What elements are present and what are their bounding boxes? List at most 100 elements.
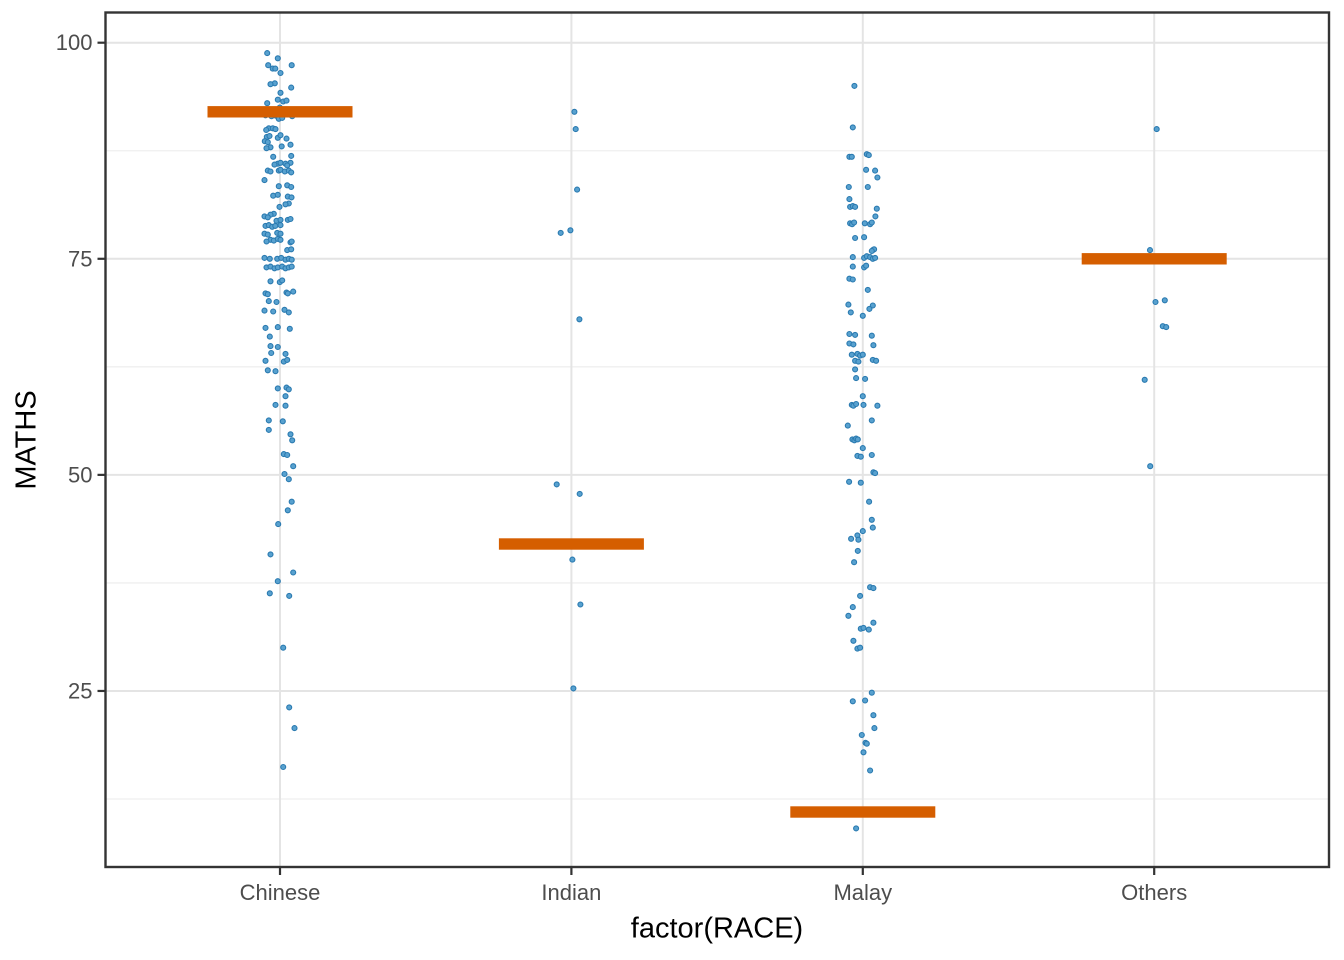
data-point-chinese [264, 214, 271, 221]
data-point-malay [850, 637, 857, 644]
data-point-malay [855, 358, 862, 365]
data-point-chinese [288, 246, 295, 253]
data-point-chinese [270, 153, 277, 160]
data-point-chinese [264, 291, 271, 298]
data-point-malay [863, 740, 870, 747]
data-point-chinese [284, 507, 291, 514]
data-point-malay [865, 626, 872, 633]
data-point-malay [846, 196, 853, 203]
data-point-chinese [283, 97, 290, 104]
data-point-chinese [272, 401, 279, 408]
data-point-chinese [282, 201, 289, 208]
data-point-malay [868, 417, 875, 424]
data-point-chinese [272, 368, 279, 375]
data-point-chinese [287, 215, 294, 223]
data-point-chinese [288, 256, 295, 263]
data-point-indian [572, 126, 579, 133]
data-point-indian [570, 685, 577, 692]
x-axis-title: factor(RACE) [630, 912, 804, 945]
data-point-malay [854, 547, 861, 554]
data-point-malay [851, 219, 858, 226]
data-point-malay [863, 166, 870, 173]
data-point-chinese [280, 763, 287, 771]
data-point-malay [845, 612, 852, 619]
data-point-malay [852, 366, 859, 373]
data-point-chinese [291, 725, 298, 732]
data-point-chinese [284, 451, 291, 459]
data-point-chinese [274, 324, 281, 331]
data-point-chinese [277, 230, 284, 237]
data-point-chinese [276, 203, 283, 210]
data-point-chinese [274, 96, 281, 103]
data-point-malay [853, 400, 860, 408]
data-point-malay [859, 351, 866, 358]
data-point-malay [861, 234, 868, 241]
data-point-malay [857, 479, 864, 486]
data-point-indian [557, 229, 564, 236]
data-point-chinese [286, 704, 293, 711]
data-point-chinese [261, 254, 268, 261]
data-point-indian [574, 186, 581, 193]
data-point-chinese [284, 162, 291, 169]
data-point-malay [864, 183, 871, 191]
data-point-chinese [284, 356, 291, 363]
data-point-chinese [265, 298, 272, 305]
data-point-malay [852, 203, 859, 210]
data-point-malay [871, 725, 878, 732]
data-point-malay [852, 234, 859, 242]
data-point-chinese [288, 152, 295, 159]
data-point-chinese [288, 84, 295, 91]
data-point-chinese [265, 426, 272, 433]
data-point-malay [847, 309, 854, 316]
y-axis-title: MATHS [10, 390, 43, 490]
data-point-malay [866, 498, 873, 505]
data-point-chinese [267, 168, 274, 175]
data-point-chinese [267, 81, 274, 88]
crossbar-others [1081, 253, 1227, 265]
data-point-malay [866, 305, 873, 312]
data-point-chinese [287, 431, 294, 438]
data-point-malay [868, 219, 875, 226]
data-point-chinese [267, 551, 274, 558]
data-point-malay [860, 401, 867, 408]
data-point-malay [846, 330, 853, 338]
data-point-chinese [270, 308, 277, 315]
data-point-malay [859, 528, 866, 535]
data-point-chinese [274, 385, 281, 392]
data-point-indian [571, 108, 578, 115]
data-point-malay [845, 301, 852, 308]
data-point-malay [853, 825, 860, 832]
data-point-chinese [266, 590, 273, 597]
data-point-others [1141, 376, 1148, 383]
data-point-chinese [278, 143, 285, 150]
data-point-malay [861, 220, 868, 227]
panel-background [105, 12, 1329, 867]
data-point-malay [873, 205, 880, 212]
data-point-chinese [288, 194, 295, 201]
data-point-others [1163, 324, 1170, 331]
data-point-malay [849, 124, 856, 131]
data-point-chinese [271, 161, 278, 168]
data-point-malay [868, 332, 875, 339]
data-point-malay [872, 213, 879, 220]
data-point-chinese [288, 183, 295, 191]
data-point-chinese [262, 357, 269, 364]
data-point-chinese [274, 55, 281, 62]
data-point-chinese [288, 62, 295, 69]
data-point-chinese [277, 222, 284, 229]
data-point-indian [576, 490, 583, 497]
data-point-chinese [263, 126, 270, 134]
data-point-chinese [272, 222, 279, 229]
data-point-chinese [274, 343, 281, 351]
data-point-chinese [281, 470, 288, 478]
data-point-others [1161, 297, 1168, 304]
data-point-malay [867, 767, 874, 774]
data-point-chinese [285, 386, 292, 393]
data-point-chinese [289, 437, 296, 444]
data-point-malay [863, 262, 870, 269]
data-point-malay [862, 697, 869, 704]
data-point-others [1153, 126, 1160, 133]
data-point-chinese [274, 578, 281, 585]
data-point-chinese [273, 298, 280, 306]
